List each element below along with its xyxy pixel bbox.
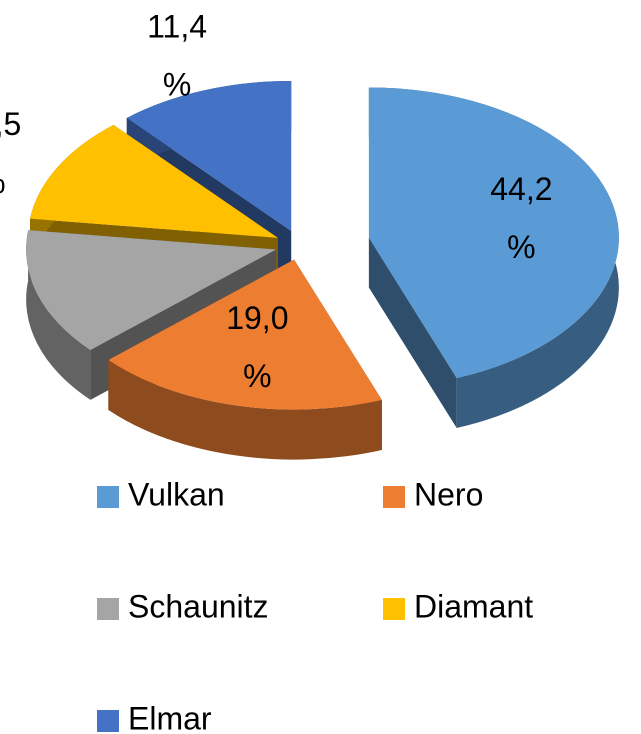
legend-swatch: [383, 598, 405, 620]
legend-label: Nero: [414, 476, 483, 512]
legend-label: Elmar: [128, 700, 212, 734]
legend-swatch: [97, 598, 119, 620]
slice: [108, 259, 382, 460]
data-label: 44,2%: [490, 171, 552, 265]
slice-side: [368, 237, 457, 428]
slice-wall: [26, 230, 91, 400]
data-label: 11,4%: [147, 9, 207, 103]
legend-label: Vulkan: [128, 476, 225, 512]
slice-top: [26, 230, 277, 350]
slice-top: [368, 87, 619, 378]
slice-top: [30, 124, 278, 238]
slice: [368, 87, 619, 428]
slice-top: [126, 80, 292, 231]
data-label: 19,0%: [226, 300, 288, 394]
slice-top: [108, 259, 382, 410]
slice-wall: [108, 359, 382, 460]
legend-swatch: [97, 486, 119, 508]
legend-label: Schaunitz: [128, 588, 269, 624]
legend-swatch: [97, 710, 119, 732]
legend-swatch: [383, 486, 405, 508]
legend-label: Diamant: [414, 588, 533, 624]
data-label: 11,5%: [0, 106, 21, 200]
